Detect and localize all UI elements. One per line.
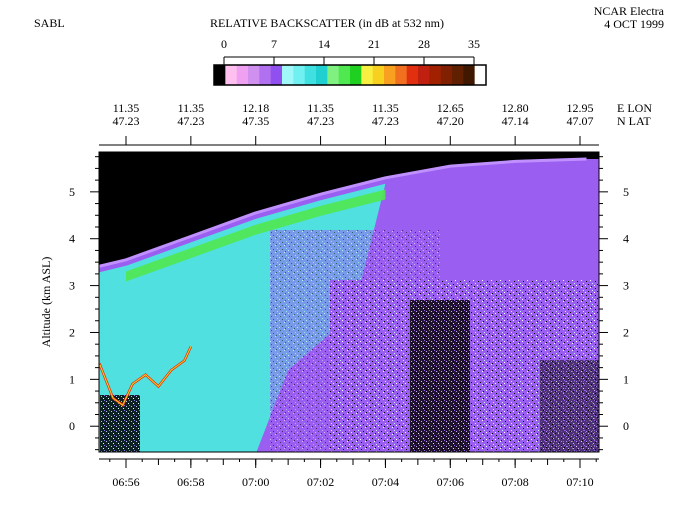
lon-value: 11.35	[178, 101, 205, 115]
colorbar-cell	[463, 65, 475, 85]
colorbar-cell	[338, 65, 351, 85]
colorbar-cell	[372, 65, 385, 85]
x-tick-label: 07:02	[307, 475, 334, 489]
date-label: 4 OCT 1999	[604, 17, 664, 31]
colorbar-cell	[225, 65, 237, 85]
y-tick-label-left: 0	[69, 419, 75, 433]
colorbar-cell	[270, 65, 283, 85]
colorbar-cell	[361, 65, 373, 85]
y-tick-label-left: 4	[69, 232, 75, 246]
colorbar-cell	[474, 65, 487, 85]
y-tick-label-right: 4	[623, 232, 629, 246]
colorbar-cell	[384, 65, 396, 85]
y-tick-label-left: 5	[69, 185, 75, 199]
lat-value: 47.23	[307, 114, 334, 128]
lat-value: 47.23	[113, 114, 140, 128]
lon-value: 11.35	[372, 101, 399, 115]
aircraft-label: NCAR Electra	[593, 4, 664, 18]
x-tick-label: 07:10	[566, 475, 593, 489]
lon-value: 12.95	[567, 101, 594, 115]
instrument-label: SABL	[34, 16, 65, 30]
lat-value: 47.14	[502, 114, 529, 128]
noise-dense-1	[410, 300, 470, 452]
lat-label: N LAT	[617, 114, 651, 128]
colorbar-cell	[406, 65, 419, 85]
x-tick-label: 07:00	[242, 475, 269, 489]
y-axis-right: 0 1 2 3 4 5	[599, 156, 629, 451]
colorbar-cell	[327, 65, 339, 85]
lon-value: 11.35	[113, 101, 140, 115]
colorbar-tick-label: 35	[468, 37, 480, 51]
colorbar-cell	[248, 65, 260, 85]
y-tick-label-right: 2	[623, 325, 629, 339]
y-tick-label-left: 2	[69, 325, 75, 339]
lon-value: 12.18	[242, 101, 269, 115]
colorbar-cell	[316, 65, 328, 85]
lon-value: 12.80	[502, 101, 529, 115]
y-tick-label-right: 1	[623, 372, 629, 386]
colorbar-tick-label: 14	[318, 37, 330, 51]
colorbar-cell	[429, 65, 441, 85]
lon-value: 12.65	[437, 101, 464, 115]
y-tick-label-left: 1	[69, 372, 75, 386]
colorbar-cell	[282, 65, 294, 85]
lon-value: 11.35	[307, 101, 334, 115]
colorbar-tick-label: 28	[418, 37, 430, 51]
y-tick-label-right: 5	[623, 185, 629, 199]
cloud-trace-halo	[99, 346, 192, 406]
noise-dense-3	[540, 360, 599, 452]
y-tick-label-right: 3	[623, 279, 629, 293]
colorbar-ticks: 0 7 14 21 28 35	[221, 37, 480, 65]
position-labels: 11.3547.2311.3547.2312.1847.3511.3547.23…	[113, 101, 594, 128]
flight-track	[99, 157, 587, 268]
y-axis-label: Altitude (km ASL)	[39, 257, 53, 348]
colorbar-cell	[259, 65, 271, 85]
x-axis-top	[99, 136, 599, 146]
aerosol-layer	[126, 189, 386, 282]
y-axis-left: 0 1 2 3 4 5	[69, 156, 99, 451]
colorbar-cell	[452, 65, 464, 85]
lat-value: 47.23	[372, 114, 399, 128]
x-axis-bottom: 06:56 06:58 07:00 07:02 07:04 07:06 07:08 07:10	[99, 458, 599, 489]
lat-value: 47.35	[242, 114, 269, 128]
lat-value: 47.07	[567, 114, 594, 128]
colorbar-cell	[350, 65, 362, 85]
y-tick-label-right: 0	[623, 419, 629, 433]
colorbar-tick-label: 21	[368, 37, 380, 51]
colorbar-cell	[440, 65, 453, 85]
lat-value: 47.23	[177, 114, 204, 128]
colorbar-tick-label: 0	[221, 37, 227, 51]
colorbar	[214, 65, 487, 85]
x-tick-label: 07:04	[372, 475, 399, 489]
colorbar-cell	[236, 65, 249, 85]
x-tick-label: 06:58	[177, 475, 204, 489]
x-tick-label: 07:06	[437, 475, 464, 489]
colorbar-cell	[418, 65, 430, 85]
plot-frame	[98, 151, 600, 453]
backscatter-image	[99, 152, 599, 452]
x-tick-label: 07:08	[501, 475, 528, 489]
lon-label: E LON	[617, 101, 652, 115]
colorbar-cell	[293, 65, 305, 85]
colorbar-cell	[304, 65, 317, 85]
y-tick-label-left: 3	[69, 279, 75, 293]
colorbar-cell	[214, 65, 226, 85]
x-tick-label: 06:56	[112, 475, 139, 489]
colorbar-tick-label: 7	[271, 37, 277, 51]
colorbar-title: RELATIVE BACKSCATTER (in dB at 532 nm)	[210, 16, 444, 30]
colorbar-cell	[395, 65, 407, 85]
lat-value: 47.20	[437, 114, 464, 128]
colorbar-frame	[213, 64, 487, 86]
